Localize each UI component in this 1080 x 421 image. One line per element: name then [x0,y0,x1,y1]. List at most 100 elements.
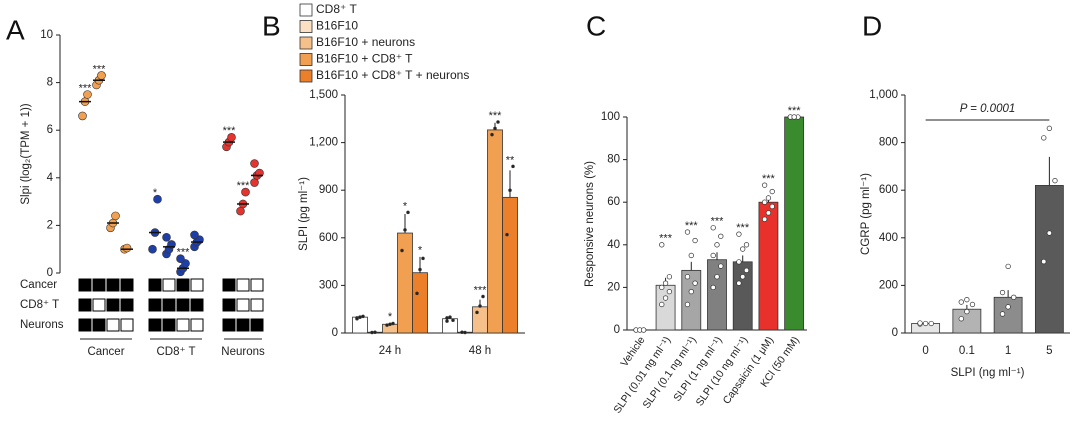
legend-label: B16F10 + neurons [316,35,415,49]
matrix-cell [148,278,162,292]
legend-swatch [299,20,313,33]
group-label: Neurons [221,346,265,358]
matrix-cell [190,318,204,332]
legend-label: B16F10 [316,19,358,33]
bar [758,201,779,331]
matrix-cell [92,298,106,312]
bar [681,269,702,331]
matrix-cell [120,278,134,292]
data-point [718,263,724,269]
data-point [445,316,449,320]
panel-label: A [6,14,25,45]
data-point [511,164,515,169]
data-point [475,310,479,315]
significance: *** [659,233,673,245]
y-tick-label: 20 [607,281,620,293]
significance: *** [177,247,191,259]
matrix-cell [236,298,250,312]
data-point [769,203,775,210]
x-tick-label: 48 h [469,345,491,357]
data-point [445,319,449,323]
y-tick-label: 0 [614,324,620,336]
data-point [481,294,485,299]
matrix-row-label: Neurons [20,319,64,331]
matrix-cell [190,278,204,292]
data-point [688,252,694,259]
bar [784,116,805,331]
matrix-cell [236,318,250,332]
y-tick-label: 1,000 [869,89,898,101]
data-point [190,230,199,240]
data-point [765,195,772,201]
data-point [463,330,467,335]
data-point [761,199,768,205]
matrix-cell [120,318,134,332]
matrix-cell [176,278,190,292]
significance: * [418,245,423,257]
bar [487,129,503,334]
data-point [361,314,365,319]
bar [993,296,1023,334]
data-point [964,308,970,315]
y-tick-label: 0 [332,327,338,339]
y-tick-label: 80 [607,154,620,166]
data-point [659,284,665,291]
data-point [928,320,934,327]
data-point [250,178,259,187]
y-tick-label: 300 [319,279,338,291]
data-point [958,316,964,322]
matrix-cell [162,278,176,292]
bar [397,232,413,334]
data-point [406,210,410,215]
x-axis-title: SLPI (ng ml⁻¹) [951,367,1025,379]
data-point [1041,135,1047,141]
data-point [250,159,259,168]
y-axis-title: SLPI (pg ml⁻¹) [298,177,310,251]
matrix-cell [176,318,190,332]
matrix-cell [78,278,92,292]
data-point [162,233,171,242]
legend-swatch [299,53,313,66]
bar [655,284,676,331]
bar [412,272,428,334]
data-point [743,242,750,248]
data-point [153,194,162,204]
data-point [740,274,746,280]
data-point [710,252,716,259]
data-point [493,126,497,131]
y-tick-label: 2 [47,219,53,231]
matrix-row-label: CD8⁺ T [20,299,59,311]
data-point [999,289,1006,296]
data-point [769,188,775,195]
data-point [403,228,407,232]
data-point [710,225,716,231]
matrix-cell [250,298,264,312]
matrix-cell [222,318,236,332]
data-point [765,210,772,216]
group-label: CD8⁺ T [156,346,195,358]
data-point [391,321,395,326]
data-point [451,318,455,323]
data-point [641,327,647,333]
data-point [358,315,362,319]
data-point [421,256,425,261]
data-point [666,274,673,280]
bar [442,318,458,334]
y-tick-label: 600 [879,184,898,196]
matrix-cell [190,298,204,312]
data-point [736,231,742,237]
matrix-cell [78,318,92,332]
data-point [355,316,359,321]
significance: *** [93,63,107,75]
data-point [227,133,236,142]
matrix-cell [120,298,134,312]
y-tick-label: 1,200 [309,137,338,149]
data-point [400,248,404,253]
data-point [1046,125,1053,131]
y-tick-label: 800 [879,137,898,149]
data-point [718,233,724,239]
data-point [490,132,494,137]
bar [1034,185,1064,334]
matrix-cell [148,298,162,312]
